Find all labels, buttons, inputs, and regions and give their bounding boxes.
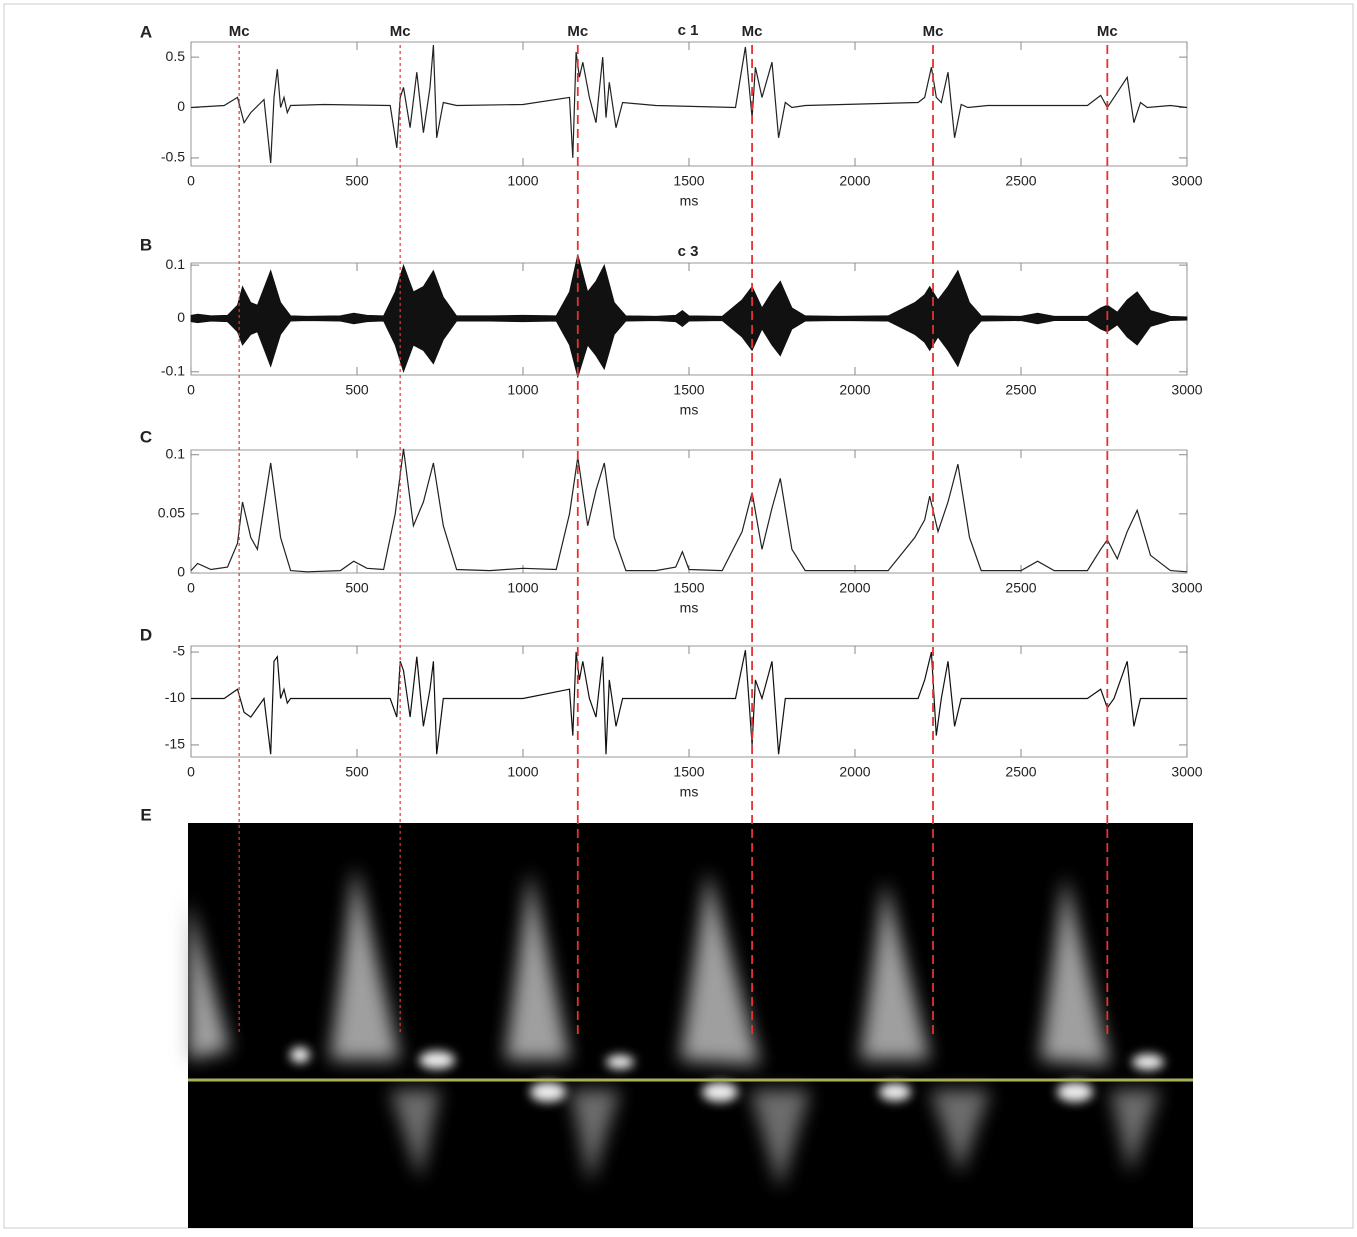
x-tick-label: 500 <box>345 764 369 780</box>
x-tick-label: 3000 <box>1171 580 1202 596</box>
y-tick-label: -0.1 <box>161 363 185 379</box>
trace <box>190 448 1188 573</box>
x-tick-label: 500 <box>345 580 369 596</box>
x-axis-label: ms <box>680 600 699 616</box>
x-tick-label: 0 <box>187 173 195 189</box>
x-tick-label: 500 <box>345 173 369 189</box>
panel-label: E <box>140 805 151 824</box>
x-tick-label: 2000 <box>839 382 870 398</box>
y-tick-label: -15 <box>165 736 185 752</box>
panel-label: D <box>140 625 152 644</box>
panel-label: A <box>140 22 152 41</box>
marker-label: Mc <box>923 23 944 40</box>
x-tick-label: 3000 <box>1171 764 1202 780</box>
y-tick-label: 0 <box>177 309 185 325</box>
envelope <box>190 318 1188 379</box>
x-tick-label: 3000 <box>1171 382 1202 398</box>
panel-label: B <box>140 235 152 254</box>
x-tick-label: 2000 <box>839 173 870 189</box>
x-tick-label: 2500 <box>1005 580 1036 596</box>
x-tick-label: 2500 <box>1005 764 1036 780</box>
panel-title: c 3 <box>678 243 699 260</box>
y-tick-label: -10 <box>165 689 185 705</box>
x-tick-label: 1000 <box>507 173 538 189</box>
x-tick-label: 1500 <box>673 173 704 189</box>
trace <box>190 44 1188 164</box>
marker-label: Mc <box>229 23 250 40</box>
y-tick-label: 0.1 <box>166 256 186 272</box>
y-tick-label: 0.05 <box>158 505 185 521</box>
y-tick-label: -5 <box>173 643 186 659</box>
x-tick-label: 2500 <box>1005 173 1036 189</box>
marker-label: Mc <box>390 23 411 40</box>
x-tick-label: 2500 <box>1005 382 1036 398</box>
x-tick-label: 1500 <box>673 764 704 780</box>
envelope <box>190 254 1188 319</box>
y-tick-label: 0.5 <box>166 48 186 64</box>
y-tick-label: 0 <box>177 98 185 114</box>
x-tick-label: 0 <box>187 764 195 780</box>
x-tick-label: 0 <box>187 580 195 596</box>
y-tick-label: 0.1 <box>166 445 186 461</box>
x-tick-label: 1000 <box>507 382 538 398</box>
marker-label: Mc <box>567 23 588 40</box>
x-tick-label: 3000 <box>1171 173 1202 189</box>
x-tick-label: 1500 <box>673 382 704 398</box>
x-tick-label: 1000 <box>507 764 538 780</box>
x-tick-label: 1000 <box>507 580 538 596</box>
x-tick-label: 2000 <box>839 764 870 780</box>
x-tick-label: 2000 <box>839 580 870 596</box>
panel-label: C <box>140 427 152 446</box>
x-tick-label: 0 <box>187 382 195 398</box>
y-tick-label: 0 <box>177 564 185 580</box>
y-tick-label: -0.5 <box>161 149 185 165</box>
doppler-image <box>188 823 1193 1228</box>
x-axis-label: ms <box>680 784 699 800</box>
x-tick-label: 500 <box>345 382 369 398</box>
x-axis-label: ms <box>680 402 699 418</box>
x-tick-label: 1500 <box>673 580 704 596</box>
trace <box>191 650 1187 755</box>
marker-label: Mc <box>742 23 763 40</box>
panel-title: c 1 <box>678 22 699 39</box>
x-axis-label: ms <box>680 193 699 209</box>
marker-label: Mc <box>1097 23 1118 40</box>
